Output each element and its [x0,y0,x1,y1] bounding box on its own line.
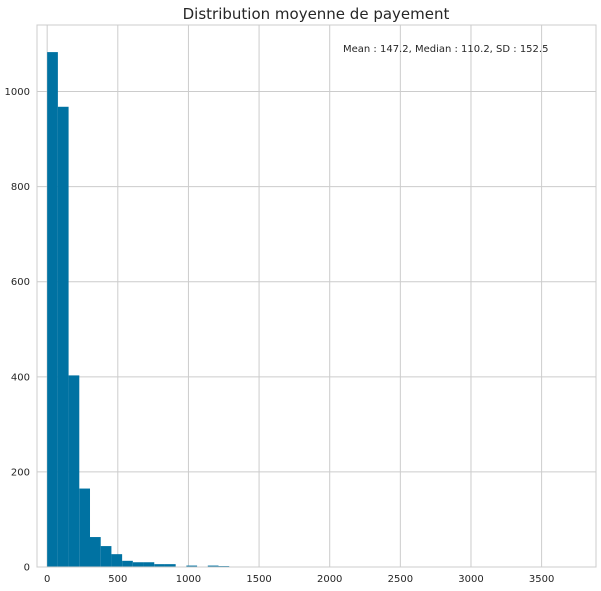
y-tick-label: 800 [11,182,30,193]
histogram-bar [90,537,101,567]
histogram-bar [111,554,123,567]
x-tick-label: 3500 [529,574,554,585]
x-tick-label: 1500 [246,574,271,585]
grid-lines [37,25,596,568]
chart-title: Distribution moyenne de payement [183,5,450,23]
y-tick-label: 600 [11,277,30,288]
histogram-bar [132,562,144,567]
histogram-bar [47,52,58,568]
histogram-bar [57,106,69,567]
histogram-bar [186,565,198,567]
x-tick-label: 2000 [317,574,342,585]
x-tick-label: 1000 [176,574,201,585]
histogram-bar [100,546,112,567]
plot-frame [36,24,597,568]
x-tick-label: 2500 [388,574,413,585]
histogram-bar [164,564,176,567]
y-tick-label: 200 [11,467,30,478]
stats-annotation: Mean : 147.2, Median : 110.2, SD : 152.5 [343,44,548,55]
y-tick-label: 0 [24,563,30,574]
histogram-bar [79,488,91,567]
x-tick-label: 0 [44,574,50,585]
y-tick-label: 400 [11,372,30,383]
y-tick-label: 1000 [5,87,30,98]
histogram-bar [68,375,80,567]
histogram-bar [154,564,165,567]
x-tick-label: 3000 [458,574,483,585]
histogram-bar [207,565,219,567]
histogram-bars [47,52,583,568]
y-axis-ticks: 0 200 400 600 800 1000 [5,87,30,573]
histogram-bar [143,562,155,567]
histogram-bar [122,560,133,567]
x-axis-ticks: 0 500 1000 1500 2000 2500 3000 3500 [44,574,554,585]
plot-border [36,24,597,568]
x-tick-label: 500 [108,574,127,585]
